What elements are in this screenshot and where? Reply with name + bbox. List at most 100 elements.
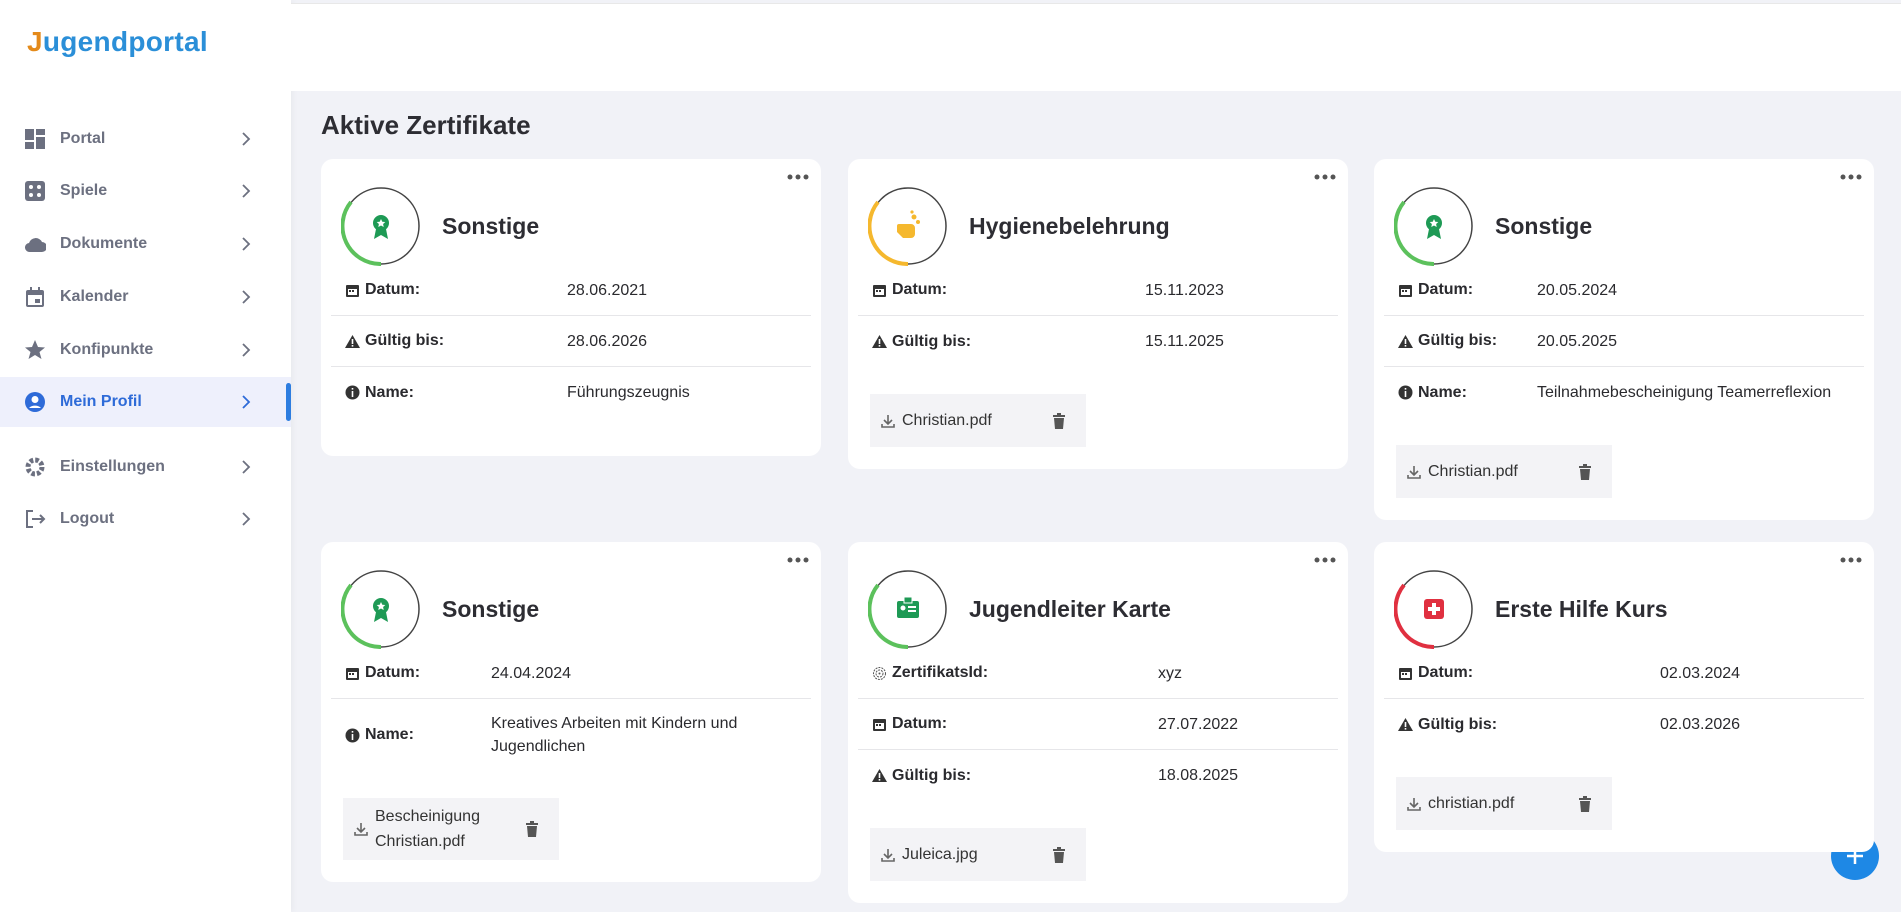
detail-label: Datum: <box>1398 281 1473 299</box>
certificate-icon <box>341 570 420 649</box>
label-text: Datum: <box>1418 281 1474 298</box>
detail-value: Kreatives Arbeiten mit Kindern und Jugen… <box>491 715 738 755</box>
delete-icon[interactable] <box>1578 463 1592 480</box>
detail-rows: Datum: 15.11.2023 Gültig bis: 15.11.2025 <box>848 159 1348 367</box>
detail-value: 18.08.2025 <box>1158 767 1239 784</box>
detail-label: Gültig bis: <box>872 767 971 785</box>
label-text: Name: <box>365 726 414 743</box>
detail-row: Gültig bis: 28.06.2026 <box>331 316 811 367</box>
file-attachment[interactable]: christian.pdf <box>1396 777 1612 830</box>
detail-row: ZertifikatsId: xyz <box>858 648 1338 699</box>
nav-item[interactable]: Konfipunkte <box>0 325 291 375</box>
detail-icon <box>1398 718 1413 731</box>
file-attachment[interactable]: Christian.pdf <box>870 394 1086 447</box>
detail-label: Datum: <box>872 281 947 299</box>
delete-icon[interactable] <box>1578 795 1592 812</box>
nav-label: Mein Profil <box>60 393 142 410</box>
file-attachment[interactable]: Bescheinigung Christian.pdf <box>343 798 559 860</box>
nav-item[interactable]: Portal <box>0 114 291 164</box>
menu-dots[interactable] <box>1840 556 1862 564</box>
detail-row: Datum: 24.04.2024 <box>331 648 811 699</box>
card-title: Sonstige <box>442 213 540 239</box>
card-title: Erste Hilfe Kurs <box>1495 596 1668 622</box>
detail-label: Name: <box>1398 384 1467 402</box>
nav-icon <box>26 287 44 307</box>
detail-value: 02.03.2024 <box>1660 664 1741 682</box>
card-title: Sonstige <box>442 596 540 622</box>
file-attachment[interactable]: Juleica.jpg <box>870 828 1086 881</box>
detail-row: Name: Kreatives Arbeiten mit Kindern und … <box>331 699 811 771</box>
logo[interactable]: Jugendportal <box>27 26 208 57</box>
nav-item[interactable]: Einstellungen <box>0 442 291 492</box>
detail-rows: Datum: 20.05.2024 Gültig bis: 20.05.2025 Nam… <box>1374 159 1874 418</box>
certificate-icon <box>1394 570 1473 649</box>
delete-icon[interactable] <box>525 821 539 837</box>
detail-icon <box>346 667 359 680</box>
detail-label: Name: <box>345 726 414 744</box>
detail-value: 27.07.2022 <box>1158 715 1239 733</box>
nav-icon <box>25 129 45 149</box>
chevron <box>242 512 251 526</box>
detail-rows: Datum: 24.04.2024 Name: Kreatives Arbeiten … <box>321 542 821 771</box>
detail-value: 02.03.2026 <box>1660 716 1741 733</box>
nav-icon <box>25 457 45 477</box>
nav-item[interactable]: Dokumente <box>0 219 291 269</box>
detail-icon <box>345 334 360 348</box>
menu-dots[interactable] <box>787 173 809 181</box>
file-attachment[interactable]: Christian.pdf <box>1396 445 1612 498</box>
detail-value: 15.11.2025 <box>1145 333 1224 350</box>
certificate-icon <box>868 187 947 266</box>
nav-label: Dokumente <box>60 235 148 252</box>
nav-label: Logout <box>60 510 115 527</box>
certificate-icon <box>1394 187 1473 266</box>
detail-icon <box>1398 334 1413 348</box>
label-text: Gültig bis: <box>1418 715 1498 733</box>
detail-label: Gültig bis: <box>872 333 971 351</box>
delete-icon[interactable] <box>1052 412 1066 429</box>
certificate-card: Sonstige Datum: 20.05.2024 Gültig bis: 20.05… <box>1374 159 1874 520</box>
detail-label: Datum: <box>345 664 420 682</box>
label-text: Gültig bis: <box>1418 332 1498 349</box>
card-title: Sonstige <box>1495 213 1593 239</box>
menu-dots[interactable] <box>1314 556 1336 564</box>
nav-label: Portal <box>60 130 106 147</box>
detail-label: Datum: <box>345 281 420 299</box>
nav-label: Spiele <box>60 182 108 199</box>
detail-row: Name: Führungszeugnis <box>331 367 811 418</box>
menu-dots[interactable] <box>1840 173 1862 181</box>
chevron <box>242 184 251 198</box>
menu-dots[interactable] <box>1314 173 1336 181</box>
nav-item[interactable]: Mein Profil <box>0 377 291 427</box>
detail-icon <box>345 385 360 400</box>
detail-icon <box>872 335 887 348</box>
nav-label: Konfipunkte <box>60 341 154 358</box>
detail-rows: Datum: 02.03.2024 Gültig bis: 02.03.2026 <box>1374 542 1874 750</box>
page-title: Aktive Zertifikate <box>321 110 531 140</box>
label-text: Datum: <box>892 281 948 298</box>
detail-row: Gültig bis: 20.05.2025 <box>1384 316 1864 367</box>
detail-icon <box>873 666 886 680</box>
certificate-icon <box>868 570 947 649</box>
detail-value: 28.06.2026 <box>567 332 648 350</box>
chevron <box>242 343 251 357</box>
detail-label: Gültig bis: <box>1398 332 1497 350</box>
delete-icon[interactable] <box>1052 846 1066 863</box>
detail-value: Teilnahmebescheinigung Teamerreflexion <box>1537 384 1832 401</box>
nav-item[interactable]: Kalender <box>0 272 291 322</box>
nav-item[interactable]: Spiele <box>0 166 291 216</box>
detail-label: Name: <box>345 384 414 402</box>
detail-rows: Datum: 28.06.2021 Gültig bis: 28.06.2026 Nam… <box>321 159 821 418</box>
menu-dots[interactable] <box>787 556 809 564</box>
top-bar <box>291 3 1901 91</box>
file-name: Christian.pdf <box>1428 463 1518 480</box>
nav-item[interactable]: Logout <box>0 494 291 544</box>
nav-icon <box>26 510 46 528</box>
nav-icon <box>25 392 45 412</box>
download-icon <box>1407 465 1421 479</box>
download-icon <box>1407 797 1421 811</box>
detail-row: Gültig bis: 15.11.2025 <box>858 316 1338 367</box>
label-text: Gültig bis: <box>892 332 972 350</box>
chevron <box>242 132 251 146</box>
certificate-card: Sonstige Datum: 24.04.2024 Name: Kreatives A… <box>321 542 821 882</box>
certificate-card: Hygienebelehrung Datum: 15.11.2023 Gültig b… <box>848 159 1348 469</box>
